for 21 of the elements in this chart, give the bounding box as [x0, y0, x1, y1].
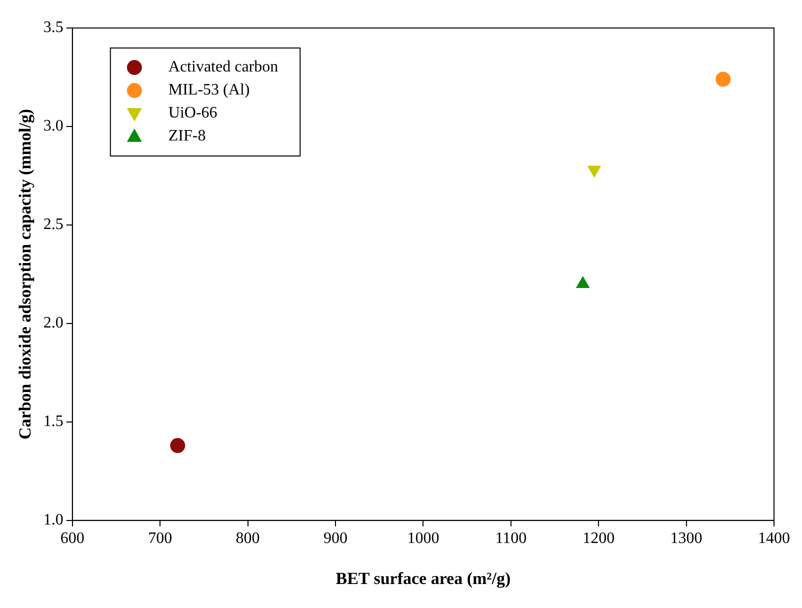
x-tick-label: 1300: [670, 530, 702, 548]
legend-label: Activated carbon: [168, 58, 278, 76]
legend-label: UiO-66: [168, 104, 218, 122]
x-tick-label: 700: [148, 530, 172, 548]
y-tick-label: 2.0: [43, 314, 64, 332]
x-tick-label: 1200: [582, 530, 615, 548]
x-tick-label: 800: [236, 530, 260, 548]
y-tick-label: 2.5: [43, 216, 64, 234]
y-tick-label: 1.0: [43, 512, 64, 529]
legend-label: ZIF-8: [168, 128, 206, 145]
x-tick-label: 600: [60, 530, 84, 548]
x-tick-label: 900: [324, 530, 348, 548]
x-axis-title: BET surface area (m²/g): [336, 569, 511, 588]
y-tick-label: 3.5: [43, 19, 64, 36]
x-tick-label: 1100: [495, 530, 527, 548]
y-tick-label: 3.0: [43, 118, 64, 135]
x-tick-label: 1000: [407, 530, 440, 548]
y-tick-label: 1.5: [43, 413, 64, 430]
y-axis-title: Carbon dioxide adsorption capacity (mmol/g): [16, 108, 35, 440]
legend-label: MIL-53 (Al): [168, 82, 250, 99]
x-tick-label: 1400: [758, 530, 790, 548]
